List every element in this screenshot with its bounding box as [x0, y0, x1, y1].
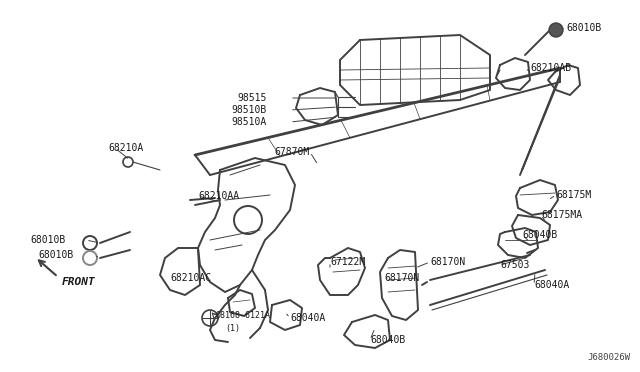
Text: 68010B: 68010B [30, 235, 65, 245]
Text: 68210AC: 68210AC [170, 273, 211, 283]
Text: 98510B: 98510B [232, 105, 267, 115]
Text: 67870M: 67870M [275, 147, 310, 157]
Text: 68010B: 68010B [38, 250, 73, 260]
Text: 98510A: 98510A [232, 117, 267, 127]
Text: 68040A: 68040A [534, 280, 569, 290]
Text: 68010B: 68010B [566, 23, 601, 33]
Text: 08168-6121A: 08168-6121A [215, 311, 270, 321]
Text: 68210AA: 68210AA [198, 191, 239, 201]
Text: 68175MA: 68175MA [541, 210, 582, 220]
Text: FRONT: FRONT [62, 277, 96, 287]
Text: 68170N: 68170N [384, 273, 419, 283]
Text: (1): (1) [225, 324, 240, 333]
Text: 68175M: 68175M [556, 190, 591, 200]
Circle shape [549, 23, 563, 37]
Text: 68170N: 68170N [430, 257, 465, 267]
Text: 68210AB: 68210AB [530, 63, 571, 73]
Text: 67122M: 67122M [330, 257, 365, 267]
Text: 68040B: 68040B [522, 230, 557, 240]
Text: J680026W: J680026W [587, 353, 630, 362]
Text: 68210A: 68210A [108, 143, 143, 153]
Text: 68040B: 68040B [370, 335, 405, 345]
Text: 98515: 98515 [237, 93, 267, 103]
Text: 67503: 67503 [500, 260, 529, 270]
Text: 68040A: 68040A [290, 313, 325, 323]
